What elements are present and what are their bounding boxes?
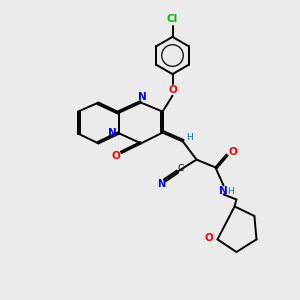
Text: H: H [228, 187, 234, 196]
Text: N: N [157, 179, 165, 189]
Text: O: O [168, 85, 177, 95]
Text: O: O [111, 151, 120, 161]
Text: N: N [137, 92, 146, 102]
Text: O: O [205, 233, 214, 243]
Text: N: N [218, 185, 227, 196]
Text: C: C [178, 164, 184, 173]
Text: Cl: Cl [167, 14, 178, 24]
Text: H: H [186, 134, 193, 142]
Text: N: N [108, 128, 117, 138]
Text: O: O [229, 147, 238, 157]
